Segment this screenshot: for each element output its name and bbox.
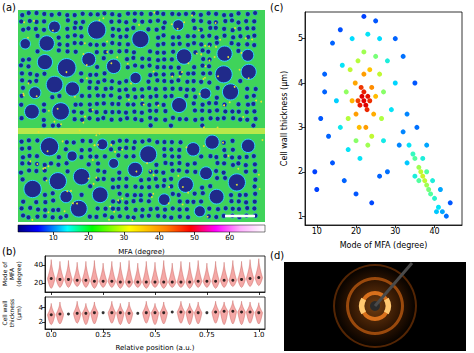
svg-text:30: 30	[119, 234, 128, 242]
svg-text:(μm): (μm)	[15, 306, 23, 320]
svg-text:5: 5	[298, 34, 303, 43]
svg-text:Mode of MFA (degree): Mode of MFA (degree)	[340, 241, 428, 250]
svg-text:40: 40	[34, 261, 43, 269]
svg-text:4: 4	[39, 304, 44, 312]
svg-text:0.0: 0.0	[46, 331, 57, 339]
svg-text:2: 2	[298, 167, 303, 176]
svg-text:4: 4	[298, 79, 303, 88]
svg-text:20: 20	[84, 234, 93, 242]
svg-text:30: 30	[390, 227, 400, 236]
svg-text:thickness: thickness	[8, 299, 15, 327]
svg-text:(d): (d)	[270, 250, 284, 261]
svg-text:(a): (a)	[2, 2, 16, 13]
svg-text:Cell wall thickness (μm): Cell wall thickness (μm)	[280, 71, 289, 166]
svg-text:Mode of: Mode of	[1, 261, 8, 286]
svg-text:Relative position (a.u.): Relative position (a.u.)	[115, 344, 194, 352]
svg-text:60: 60	[225, 234, 234, 242]
svg-text:(b): (b)	[2, 246, 16, 257]
svg-text:Cell wall: Cell wall	[1, 300, 8, 325]
svg-text:1: 1	[298, 212, 303, 221]
svg-text:10: 10	[312, 227, 322, 236]
svg-text:40: 40	[155, 234, 164, 242]
svg-text:(c): (c)	[270, 2, 283, 13]
svg-text:MFA (degree): MFA (degree)	[118, 248, 165, 256]
svg-text:50: 50	[190, 234, 199, 242]
svg-text:MFA: MFA	[8, 267, 15, 280]
svg-text:2: 2	[39, 318, 43, 326]
svg-text:0.25: 0.25	[95, 331, 111, 339]
svg-text:40: 40	[429, 227, 439, 236]
svg-text:20: 20	[351, 227, 361, 236]
svg-text:0.75: 0.75	[199, 331, 215, 339]
svg-text:1.0: 1.0	[253, 331, 264, 339]
svg-text:20: 20	[34, 279, 43, 287]
svg-text:0.5: 0.5	[149, 331, 160, 339]
svg-text:10: 10	[49, 234, 58, 242]
svg-text:(degree): (degree)	[15, 261, 23, 287]
svg-text:3: 3	[298, 123, 303, 132]
